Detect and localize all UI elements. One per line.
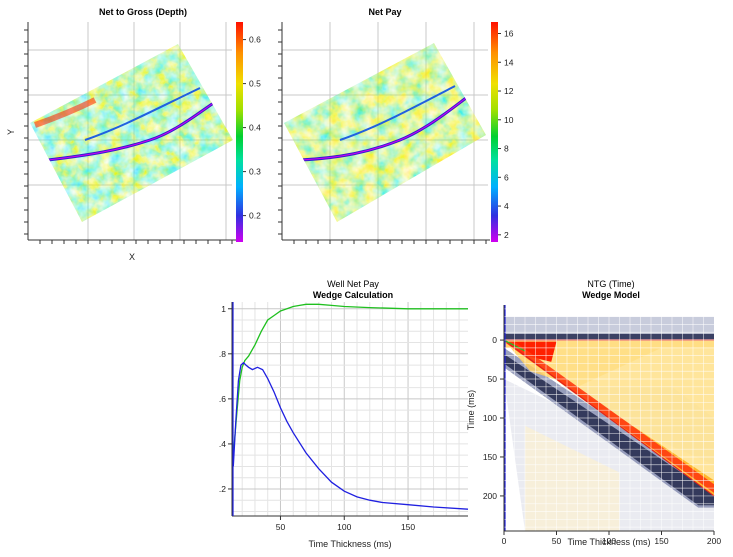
x-tick-label: 100 [337,522,351,532]
x-tick-label: 50 [552,536,562,546]
heatmap-band [525,425,620,531]
x-tick-label: 0 [502,536,507,546]
colorbar-tick-label: 0.4 [249,123,261,133]
y-tick-label: .8 [219,349,226,359]
chart-title: Net Pay [368,7,401,17]
chart-title: NTG (Time) [587,279,634,289]
x-axis-label: Time Thickness (ms) [308,539,391,549]
y-axis-label: Y [6,129,16,135]
y-tick-label: .6 [219,394,226,404]
plot-grid [504,305,714,531]
y-tick-label: 0 [492,335,497,345]
axis-ticks: 0 50 100 150 200 0 50 100 150 200 [483,335,722,546]
colorbar-tick-label: 0.5 [249,79,261,89]
colorbar-tick-label: 0.3 [249,167,261,177]
colorbar-tick-label: 8 [504,144,509,154]
chart-ntg-time: NTG (Time) Wedge Model 0 50 100 150 200 0 50 10… [466,279,721,547]
heatmap-band [506,341,714,493]
colorbar: 0.6 0.5 0.4 0.3 0.2 [236,22,261,242]
chart-title: Net to Gross (Depth) [99,7,187,17]
series-line-1 [232,303,468,456]
y-tick-label: 200 [483,491,497,501]
y-tick-label: 150 [483,452,497,462]
map-axis-ticks [24,29,233,244]
x-tick-label: 200 [707,536,721,546]
y-tick-label: .2 [219,484,226,494]
y-tick-label: .4 [219,439,226,449]
colorbar-tick-label: 2 [504,230,509,240]
chart-ntg-depth-map: Net to Gross (Depth) X Y 0.60.50. [6,7,261,262]
y-tick-label: 1 [221,304,226,314]
chart-subtitle: Wedge Calculation [313,290,393,300]
colorbar-tick-label: 6 [504,172,509,182]
chart-net-pay-map: Net Pay 16 14 12 10 8 6 4 2 [278,7,514,244]
x-tick-label: 100 [602,536,616,546]
map-axes [27,22,236,241]
colorbar-tick-label: 0.6 [249,35,261,45]
x-tick-label: 150 [654,536,668,546]
y-axis-label: Time (ms) [466,390,476,430]
chart-subtitle: Wedge Model [582,290,640,300]
colorbar-tick-label: 14 [504,57,514,67]
colorbar-tick-label: 10 [504,115,514,125]
x-axis-label: Time Thickness (ms) [567,537,650,547]
colorbar-tick-label: 12 [504,86,514,96]
x-axis-label: X [129,252,135,262]
series-line-2 [232,361,469,510]
plot-axes [231,302,468,517]
x-tick-label: 50 [276,522,286,532]
axis-ticks: 50 100 150 1 .8 .6 .4 .2 [219,304,415,532]
map-surface [30,44,233,222]
map-axes [281,22,490,241]
chart-title: Well Net Pay [327,279,379,289]
plot-grid [232,302,468,516]
plot-series [232,302,469,516]
map-surface [284,43,486,222]
colorbar-tick-label: 16 [504,29,514,39]
x-tick-label: 150 [401,522,415,532]
y-tick-label: 100 [483,413,497,423]
chart-well-net-pay: Well Net Pay Wedge Calculation 50 100 150 1… [219,279,469,549]
colorbar-tick-label: 0.2 [249,211,261,221]
map-axis-ticks [278,29,487,244]
colorbar-tick-label: 4 [504,201,509,211]
y-tick-label: 50 [488,374,498,384]
colorbar: 16 14 12 10 8 6 4 2 [491,22,514,242]
